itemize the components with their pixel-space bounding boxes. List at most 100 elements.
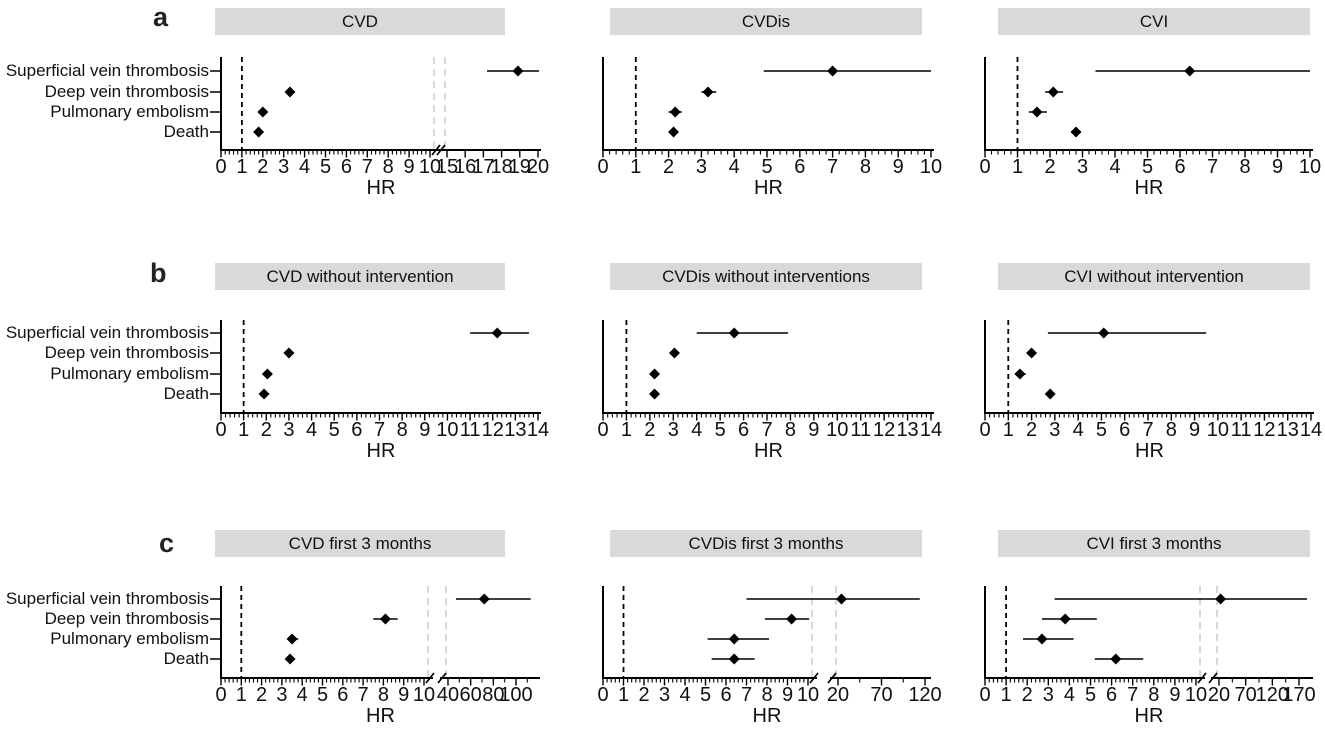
x-tick-label: 10 — [413, 684, 435, 706]
axis-break-slash — [437, 672, 447, 684]
x-tick-label: 2 — [1026, 419, 1037, 441]
x-tick-label: 4 — [1073, 419, 1084, 441]
panel-title: CVDis — [610, 8, 922, 35]
x-tick-label: 4 — [1064, 684, 1075, 706]
forest-row-3 — [1070, 126, 1082, 138]
hr-diamond-marker — [1110, 653, 1122, 665]
x-tick-label: 3 — [659, 684, 670, 706]
x-tick-label: 6 — [337, 684, 348, 706]
x-tick-label: 9 — [808, 419, 819, 441]
forest-panel: 0 1 2 3 4 5 6 7 8 9 10 11 12 13 14 — [979, 320, 1322, 441]
forest-row-0 — [487, 65, 539, 77]
x-tick-label: 2 — [644, 419, 655, 441]
forest-row-2 — [257, 106, 269, 118]
x-tick-label: 16 — [454, 156, 476, 178]
forest-panel: 0 1 2 3 4 5 6 7 8 9 10 — [979, 57, 1321, 178]
x-tick-label: 12 — [1253, 419, 1275, 441]
x-tick-label: 2 — [257, 156, 268, 178]
x-axis-label: HR — [366, 177, 396, 199]
x-axis-label: HR — [752, 705, 782, 727]
x-tick-label: 3 — [1043, 684, 1054, 706]
x-tick-label: 0 — [597, 684, 608, 706]
forest-row-0 — [763, 65, 931, 77]
x-tick-label: 7 — [362, 156, 373, 178]
hr-diamond-marker — [668, 126, 680, 138]
x-tick-label: 7 — [761, 419, 772, 441]
hr-diamond-marker — [702, 86, 714, 98]
x-tick-label: 0 — [979, 156, 990, 178]
x-tick-label: 10 — [1207, 419, 1229, 441]
x-tick-label: 4 — [679, 684, 690, 706]
forest-row-2 — [1028, 106, 1047, 118]
x-axis-label: HR — [1134, 705, 1164, 727]
x-tick-label: 9 — [1169, 684, 1180, 706]
x-tick-label: 5 — [1142, 156, 1153, 178]
forest-row-1 — [373, 613, 398, 625]
x-tick-label: 9 — [419, 419, 430, 441]
outcome-label: Death — [163, 384, 209, 403]
hr-diamond-marker — [1014, 368, 1026, 380]
x-tick-label: 0 — [215, 419, 226, 441]
x-tick-label: 6 — [794, 156, 805, 178]
forest-row-2 — [286, 633, 299, 645]
outcome-label: Death — [163, 649, 209, 668]
x-tick-label: 7 — [827, 156, 838, 178]
x-tick-label: 120 — [908, 684, 941, 706]
x-tick-label: 1 — [1001, 684, 1012, 706]
panel-title: CVDis without interventions — [610, 263, 922, 290]
hr-diamond-marker — [728, 653, 740, 665]
x-tick-label: 8 — [383, 156, 394, 178]
x-tick-label: 0 — [979, 419, 990, 441]
x-tick-label: 5 — [700, 684, 711, 706]
forest-row-0 — [1054, 593, 1307, 605]
hr-diamond-marker — [649, 388, 661, 400]
x-tick-label: 1 — [1012, 156, 1023, 178]
x-tick-label: 6 — [1106, 684, 1117, 706]
x-tick-label: 10 — [436, 419, 458, 441]
hr-diamond-marker — [1044, 388, 1056, 400]
hr-diamond-marker — [728, 633, 740, 645]
x-tick-label: 6 — [1119, 419, 1130, 441]
hr-diamond-marker — [379, 613, 391, 625]
hr-diamond-marker — [827, 65, 839, 77]
hr-diamond-marker — [261, 368, 273, 380]
x-tick-label: 10 — [920, 156, 942, 178]
x-tick-label: 4 — [691, 419, 702, 441]
hr-diamond-marker — [257, 106, 269, 118]
panel-letter-a: a — [153, 2, 169, 32]
x-tick-label: 80 — [482, 684, 504, 706]
hr-diamond-marker — [1047, 86, 1059, 98]
x-axis-label: HR — [1135, 440, 1164, 462]
x-tick-label: 4 — [297, 684, 308, 706]
hr-diamond-marker — [284, 653, 296, 665]
hr-diamond-marker — [668, 347, 680, 359]
forest-row-0 — [1095, 65, 1310, 77]
x-tick-label: 7 — [1127, 684, 1138, 706]
x-tick-label: 7 — [741, 684, 752, 706]
panel-title: CVDis first 3 months — [610, 530, 922, 557]
hr-diamond-marker — [1059, 613, 1071, 625]
x-tick-label: 12 — [873, 419, 895, 441]
x-tick-label: 1 — [238, 419, 249, 441]
x-tick-label: 8 — [1148, 684, 1159, 706]
hr-diamond-marker — [1184, 65, 1196, 77]
x-tick-label: 60 — [460, 684, 482, 706]
hr-diamond-marker — [283, 347, 295, 359]
outcome-label: Pulmonary embolism — [50, 629, 209, 648]
x-tick-label: 5 — [1096, 419, 1107, 441]
forest-row-2 — [1022, 633, 1074, 645]
outcome-label: Deep vein thrombosis — [44, 82, 209, 101]
x-tick-label: 13 — [896, 419, 918, 441]
x-tick-label: 2 — [638, 684, 649, 706]
panel-letter-b: b — [150, 258, 167, 288]
hr-diamond-marker — [649, 368, 661, 380]
hr-diamond-marker — [284, 86, 296, 98]
forest-row-3 — [649, 388, 661, 400]
x-tick-label: 2 — [1022, 684, 1033, 706]
axis-break-slash — [425, 672, 435, 684]
forest-row-1 — [1041, 613, 1097, 625]
hr-diamond-marker — [728, 327, 740, 339]
forest-row-1 — [1045, 86, 1063, 98]
